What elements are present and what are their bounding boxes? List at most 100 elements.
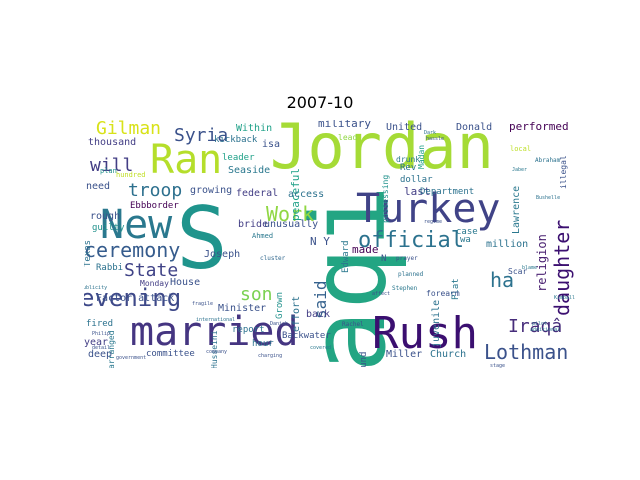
cloud-word: thousand <box>88 137 137 148</box>
cloud-word: Ebbborder <box>130 201 179 211</box>
cloud-word: illegal <box>559 155 568 189</box>
cloud-word: Within <box>236 123 273 134</box>
cloud-word: S <box>176 189 228 289</box>
cloud-word: Rev <box>400 163 417 173</box>
cloud-word: made <box>352 243 379 256</box>
cloud-word: New <box>100 202 173 248</box>
cloud-word: Rush <box>372 308 478 359</box>
cloud-word: Scar <box>508 267 528 276</box>
cloud-word: Work <box>266 202 315 226</box>
cloud-word: House <box>170 277 201 288</box>
cloud-word: drunk <box>396 155 421 164</box>
cloud-word: ha <box>490 268 515 292</box>
cloud-word: fragile <box>192 301 214 307</box>
cloud-word: Miller <box>386 349 423 360</box>
cloud-word: will <box>90 155 134 176</box>
cloud-word: isa <box>262 139 281 150</box>
cloud-word: million <box>486 239 529 250</box>
cloud-word: official <box>358 228 464 253</box>
cloud-word: dollar <box>400 175 433 185</box>
cloud-word: United <box>386 122 423 133</box>
cloud-word: Joseph <box>204 249 241 260</box>
cloud-word: covered <box>310 345 332 351</box>
cloud-word: local <box>510 145 532 153</box>
cloud-word: Jaber <box>512 167 528 173</box>
cloud-word: additional <box>530 327 561 333</box>
cloud-word: Ran <box>150 137 223 183</box>
cloud-word: Madan <box>417 144 426 169</box>
cloud-word: growing <box>190 185 233 196</box>
cloud-word: Rachel <box>342 321 364 328</box>
cloud-word: Iraqâ <box>508 316 563 337</box>
cloud-word: detail <box>92 345 111 351</box>
cloud-word: Philip <box>92 331 111 337</box>
cloud-word: blame <box>522 265 538 271</box>
cloud-word: leader <box>222 153 255 163</box>
cloud-word: Bushelle <box>536 195 561 201</box>
cloud-word: unusually <box>264 219 319 230</box>
cloud-word: pilot <box>532 321 548 327</box>
cloud-word: kickback <box>214 135 258 145</box>
cloud-word: charging <box>258 353 283 359</box>
cloud-word: lead <box>338 133 358 142</box>
cloud-word: plan <box>100 167 117 175</box>
cloud-word: regime <box>424 219 443 225</box>
cloud-word: Lawrence <box>511 185 522 234</box>
cloud-word: Monday <box>140 279 169 288</box>
cloud-word: N Y <box>310 235 330 248</box>
cloud-word: back <box>306 309 331 320</box>
cloud-word: Rabbi <box>96 263 124 273</box>
cloud-word: Lothman <box>484 340 569 364</box>
cloud-word: case <box>456 227 478 237</box>
cloud-word: Donald <box>456 122 493 133</box>
cloud-word: juvenile <box>431 299 442 348</box>
cloud-word: forearm <box>426 289 460 298</box>
cloud-word: Backwater <box>282 331 331 341</box>
cloud-word: cluster <box>260 255 286 262</box>
cloud-word: company <box>206 349 228 355</box>
cloud-word: year <box>84 337 109 348</box>
cloud-word: last <box>404 185 431 198</box>
cloud-word: federal <box>236 188 279 199</box>
cloud-word: military <box>318 120 371 130</box>
cloud-word: government <box>116 355 147 361</box>
cloud-word: Gilman <box>96 120 162 139</box>
cloud-word: deep <box>88 349 113 360</box>
cloud-word: Seaside <box>228 165 271 176</box>
cloud-word: Edward <box>341 240 351 273</box>
cloud-word: Department <box>420 187 475 197</box>
cloud-word: daughter <box>550 219 574 316</box>
cloud-word: access <box>288 189 325 200</box>
cloud-word: Kimball <box>554 295 576 301</box>
cloud-word: married <box>130 309 299 355</box>
cloud-word: possessing <box>381 174 390 223</box>
cloud-word: rough <box>90 211 121 222</box>
cloud-word: ceremony <box>84 238 181 262</box>
cloud-word: N <box>381 254 387 264</box>
cloud-word: stage <box>490 363 506 369</box>
cloud-word: performed <box>509 120 569 133</box>
cloud-word: committee <box>146 349 195 359</box>
cloud-word: international <box>196 317 236 323</box>
cloud-word: Factor attack <box>96 293 175 304</box>
cloud-word: affect <box>372 291 391 297</box>
cloud-word: Stephen <box>392 285 418 292</box>
cloud-word: evening <box>84 284 182 312</box>
cloud-word: Ahmed <box>252 232 274 240</box>
cloud-word: Danish <box>270 321 289 327</box>
cloud-word: publicity <box>84 285 108 291</box>
cloud-word: wa <box>460 235 471 245</box>
cloud-word: hour <box>252 339 274 349</box>
cloud-word: Syria <box>174 125 229 146</box>
cloud-word: Minister <box>218 303 267 314</box>
cloud-word: need <box>86 181 111 192</box>
cloud-word: Church <box>430 349 467 360</box>
figure-title: 2007-10 <box>286 93 354 112</box>
cloud-word: religion <box>535 234 549 292</box>
cloud-word: hassle <box>426 136 445 142</box>
cloud-word: planned <box>398 271 424 278</box>
cloud-word: prayer <box>396 255 418 262</box>
cloud-word: bride <box>238 219 269 230</box>
cloud-word: paying around <box>359 352 369 368</box>
